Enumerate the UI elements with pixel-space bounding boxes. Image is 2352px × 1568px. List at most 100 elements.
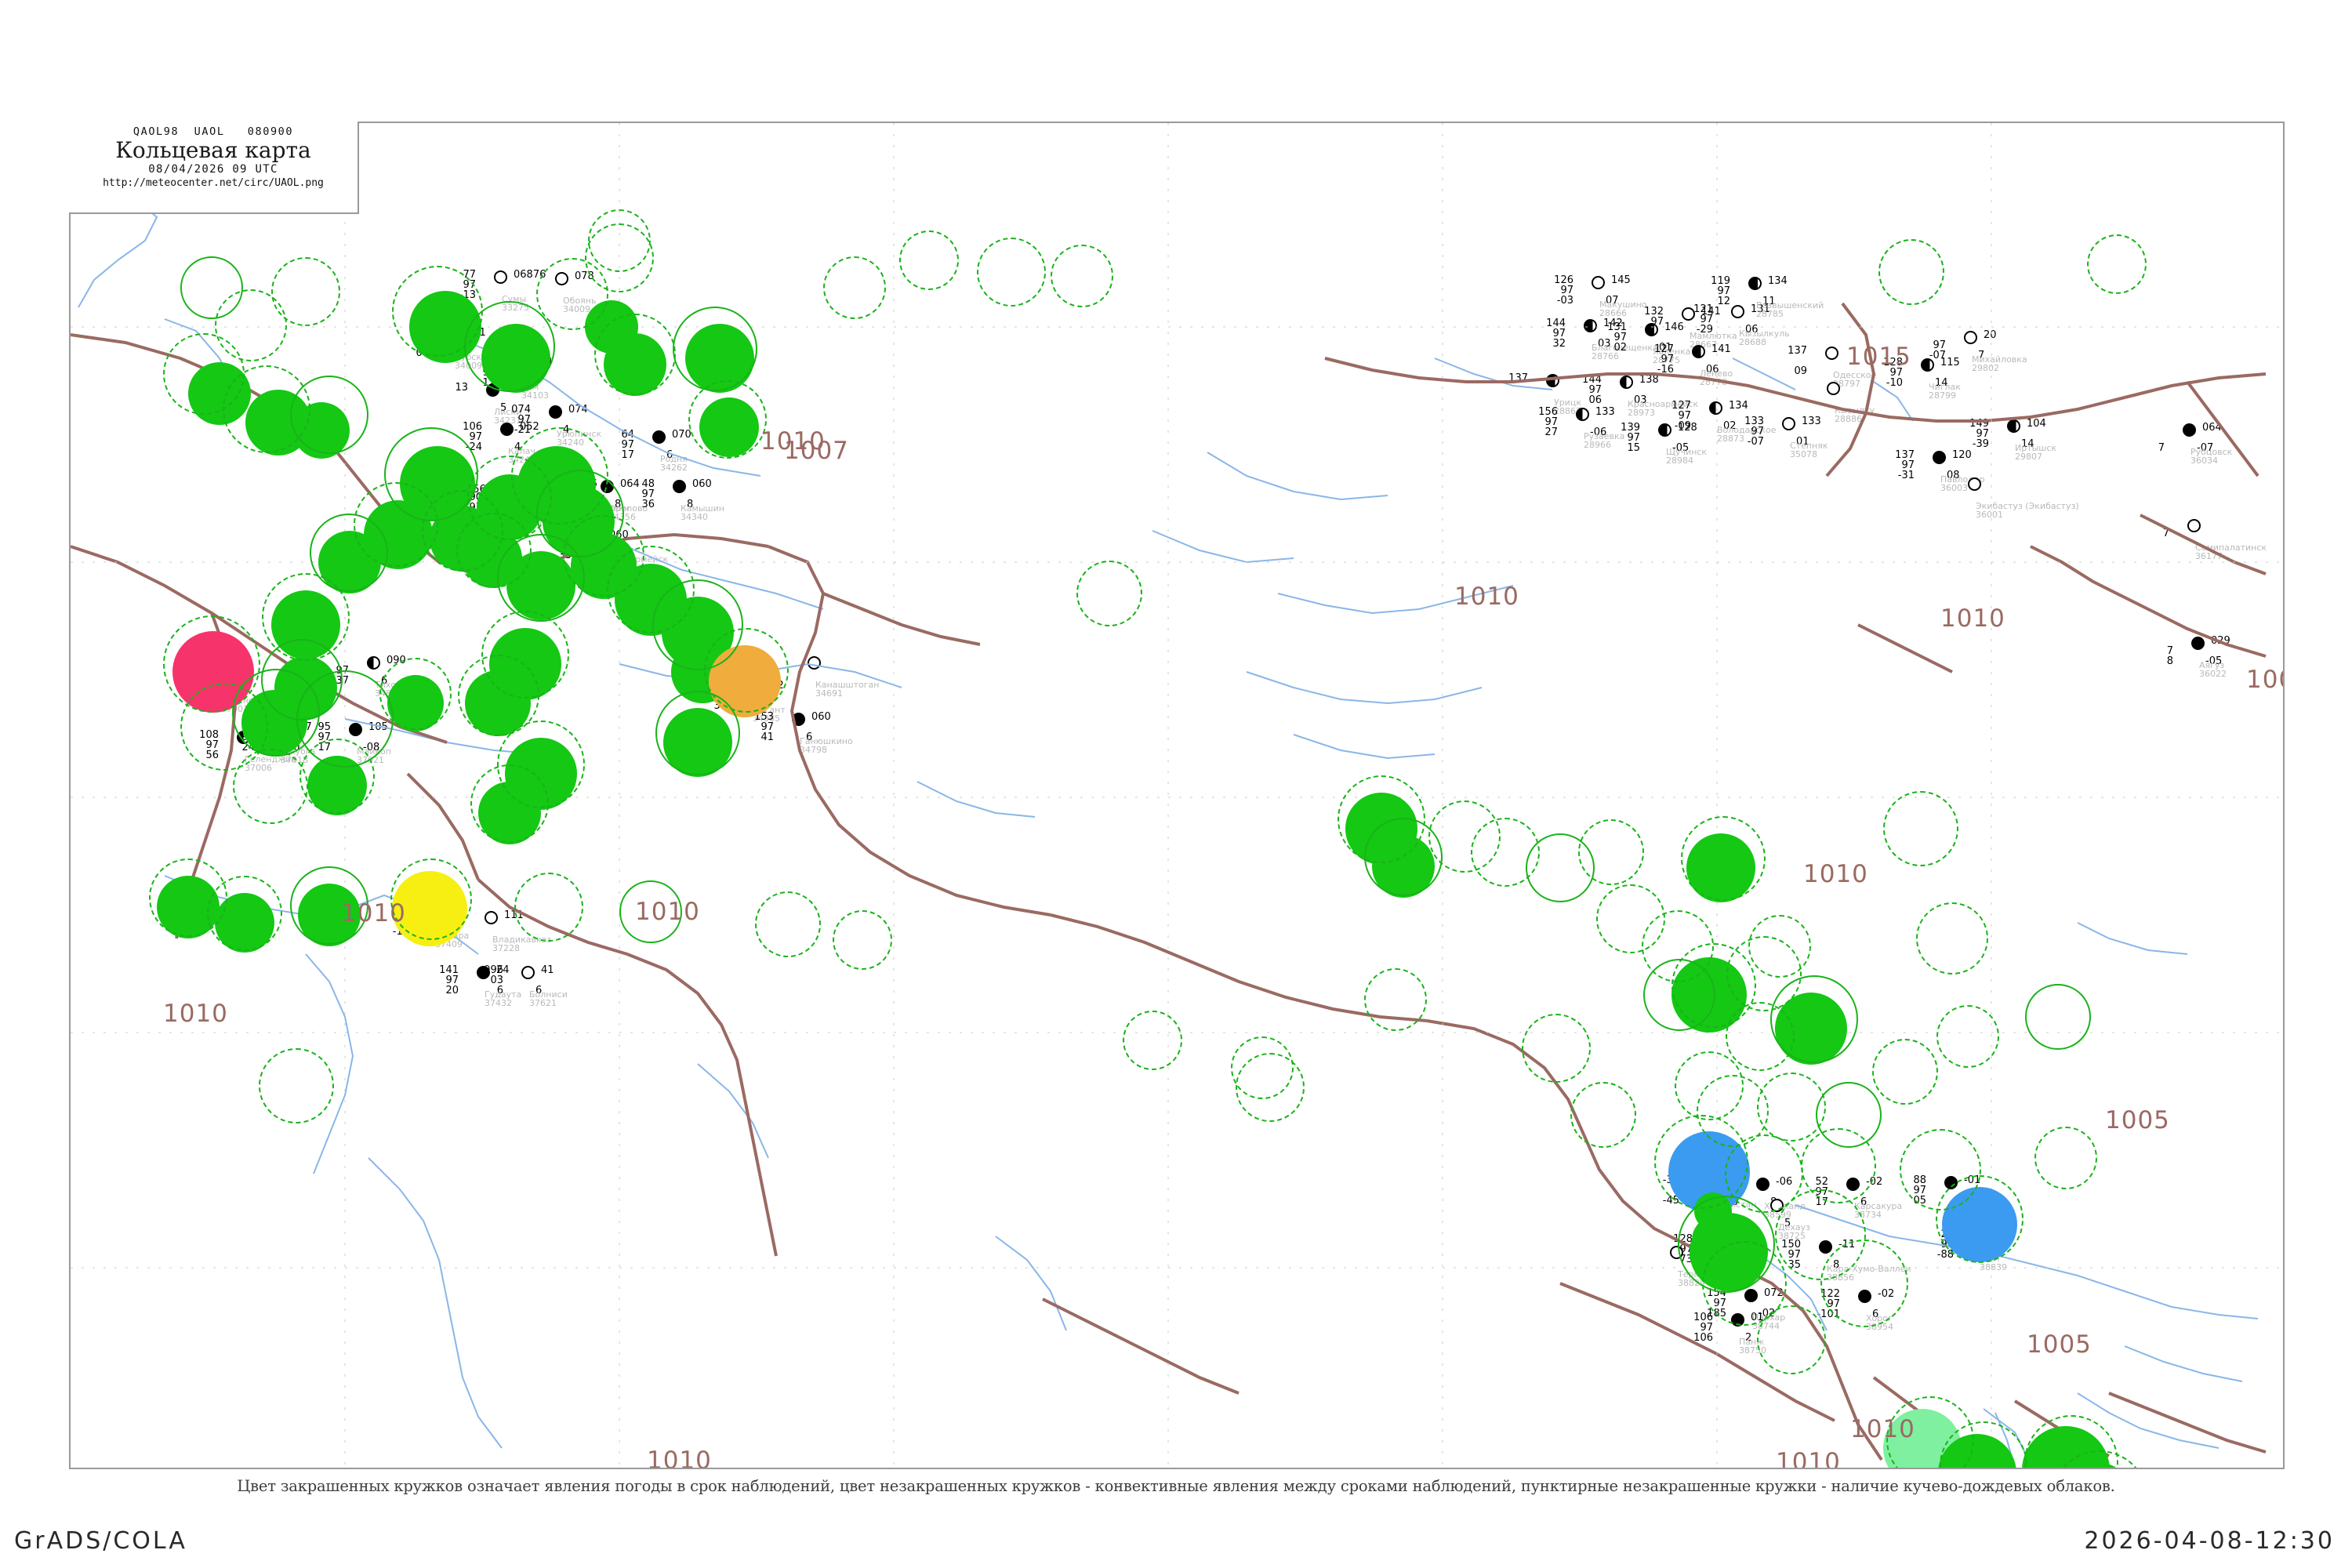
station-humidity: 7 [2162, 528, 2169, 539]
station-wmo-id: 28778 [1700, 377, 1727, 387]
station-name: Кызылкуль [1739, 328, 1790, 339]
station-wmo-id: 28785 [1756, 309, 1784, 319]
station-pressure-top: 128 [1883, 357, 1903, 368]
station-pressure-tendency: 142 [1603, 318, 1623, 329]
convective-ring [594, 314, 676, 395]
isobar-label: 1010 [1776, 1448, 1841, 1469]
convective-ring [207, 876, 282, 951]
convective-ring [2087, 234, 2147, 294]
isobar-label: 1010 [1940, 604, 2005, 633]
convective-ring [180, 256, 243, 319]
station-pressure-top: 137 [1895, 449, 1915, 461]
convective-ring [1570, 1082, 1636, 1148]
station-cloud-cover-disc [477, 966, 490, 979]
station-name: Степняк [1790, 441, 1828, 451]
station-wmo-id: 36022 [2199, 669, 2227, 679]
convective-ring [1820, 1240, 1908, 1327]
convective-ring [1883, 791, 1958, 866]
station-pressure-tendency: 060 [692, 478, 712, 490]
station-pressure-top: 137 [1788, 345, 1807, 357]
legend-caption: Цвет закрашенных кружков означает явлени… [237, 1477, 2115, 1495]
station-wmo-id: 35078 [1790, 449, 1817, 459]
station-wmo-id: 37621 [529, 998, 557, 1008]
station-pressure-tendency: 070 [672, 429, 691, 441]
isobar-label: 1010 [635, 898, 700, 926]
convective-ring [1051, 245, 1113, 307]
station-cloud-code: -06 [1590, 426, 1607, 438]
convective-ring [688, 380, 767, 459]
station-wmo-id: 36003 [1940, 483, 1968, 493]
station-pressure-top: 106 [2027, 1468, 2046, 1469]
station-cloud-cover-disc [1620, 376, 1633, 389]
station-cloud-cover-disc [1576, 408, 1589, 421]
station-name: Гудаута [485, 989, 522, 1000]
station-cloud-cover-disc [1731, 305, 1744, 318]
station-humidity: 97 [1717, 285, 1730, 297]
station-pressure-tendency: 138 [1639, 374, 1659, 386]
convective-ring [673, 307, 757, 391]
station-cloud-code: 7 [1978, 350, 1985, 361]
station-dewpoint: -31 [1897, 470, 1915, 481]
station-wmo-id: 28984 [1666, 456, 1693, 466]
source-url[interactable]: http://meteocenter.net/circ/UAOL.png [103, 177, 324, 190]
convective-ring [470, 764, 549, 843]
isobar-label: 1010 [760, 427, 826, 456]
isobar-label: 1015 [1846, 343, 1911, 371]
station-pressure-top: 137 [1508, 372, 1528, 384]
station-cloud-code: 03 [1598, 338, 1611, 350]
station-cloud-cover-disc [494, 270, 507, 284]
station-pressure-tendency: 20 [1984, 329, 1997, 341]
convective-ring [514, 873, 583, 942]
station-pressure-tendency: 134 [1729, 400, 1748, 412]
convective-ring [296, 670, 394, 768]
convective-ring [833, 910, 892, 970]
station-cloud-cover-disc [1709, 401, 1722, 415]
convective-ring [1748, 915, 1811, 978]
station-cloud-cover-disc [673, 480, 686, 493]
station-dewpoint: -21 [514, 424, 531, 436]
station-wmo-id: 36034 [2190, 456, 2218, 466]
station-cloud-code: 6 [535, 985, 543, 996]
station-cloud-code: 07 [1606, 295, 1619, 307]
station-pressure-top: 127 [1654, 343, 1674, 355]
convective-ring [1757, 1073, 1826, 1142]
station-dewpoint: 20 [445, 985, 459, 996]
station-dewpoint: -10 [1886, 377, 1903, 389]
station-pressure-top: 141 [439, 964, 459, 976]
station-pressure-top: 132 [1644, 306, 1664, 318]
convective-ring [704, 628, 789, 713]
station-cloud-cover-disc [1584, 319, 1597, 332]
synoptic-map[interactable]: 7797-1306876Сумы33275078Обоянь3400992970… [69, 122, 2285, 1469]
station-dewpoint: -16 [1657, 364, 1674, 376]
station-wmo-id: 36001 [1976, 510, 2003, 520]
station-pressure-top: 139 [1621, 422, 1640, 434]
station-name: Мамлютка [1690, 331, 1737, 341]
footer-timestamp: 2026-04-08-12:30 [2084, 1527, 2335, 1555]
station-wmo-id: 28873 [1717, 434, 1744, 444]
convective-ring [1123, 1011, 1182, 1070]
isobar-label: 1010 [647, 1446, 712, 1469]
station-dewpoint: 06 [1588, 394, 1602, 406]
station-name: Явленка [1653, 347, 1691, 357]
isobar-label: 1010 [163, 1000, 228, 1028]
station-cloud-cover-disc [367, 656, 380, 670]
isobar-label: 1010 [1454, 583, 1519, 611]
station-dewpoint: 41 [760, 731, 774, 743]
station-humidity: 03 [490, 975, 503, 986]
station-pressure-tendency: 131 [1751, 303, 1770, 315]
station-pressure-tendency: 06876 [514, 269, 546, 281]
convective-ring [1364, 968, 1427, 1031]
station-pressure-tendency: 141 [1711, 343, 1731, 355]
station-cloud-cover-disc [2183, 423, 2196, 437]
station-dewpoint: 09 [1794, 365, 1807, 377]
station-name: Рузаевка [1584, 431, 1625, 441]
station-humidity: 97 [1933, 339, 1946, 351]
station-pressure-tendency: 064 [2202, 422, 2222, 434]
station-dewpoint: 32 [1552, 338, 1566, 350]
station-wmo-id: 28688 [1739, 337, 1766, 347]
convective-ring [1936, 1005, 1999, 1068]
station-name: Аягуз [2199, 660, 2225, 670]
station-cloud-cover-disc [1592, 276, 1605, 289]
station-wmo-id: 34691 [815, 688, 843, 699]
